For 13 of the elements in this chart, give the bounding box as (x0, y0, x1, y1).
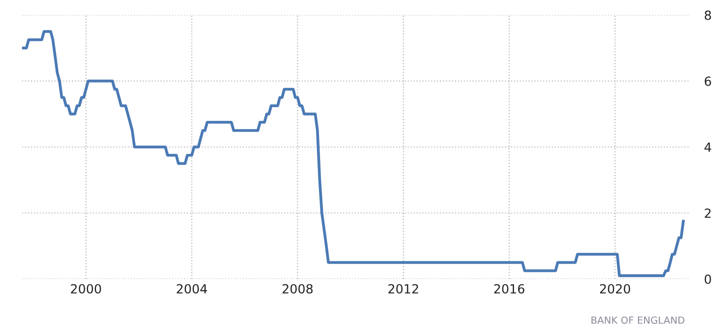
y-tick-label: 0 (704, 274, 712, 284)
x-tick-label: 2008 (282, 284, 313, 294)
y-tick-label: 4 (704, 142, 712, 152)
x-tick-label: 2016 (494, 284, 524, 294)
line-series (22, 30, 685, 278)
x-tick-label: 2020 (600, 284, 630, 294)
x-tick-label: 2000 (70, 284, 102, 294)
x-tick-label: 2004 (176, 284, 207, 294)
y-tick-label: 6 (704, 76, 712, 86)
text: BANK OF ENGLAND (592, 316, 684, 324)
x-tick-label: 2012 (388, 284, 418, 294)
y-tick-label: 2 (704, 208, 711, 218)
y-tick-label: 8 (704, 10, 711, 20)
